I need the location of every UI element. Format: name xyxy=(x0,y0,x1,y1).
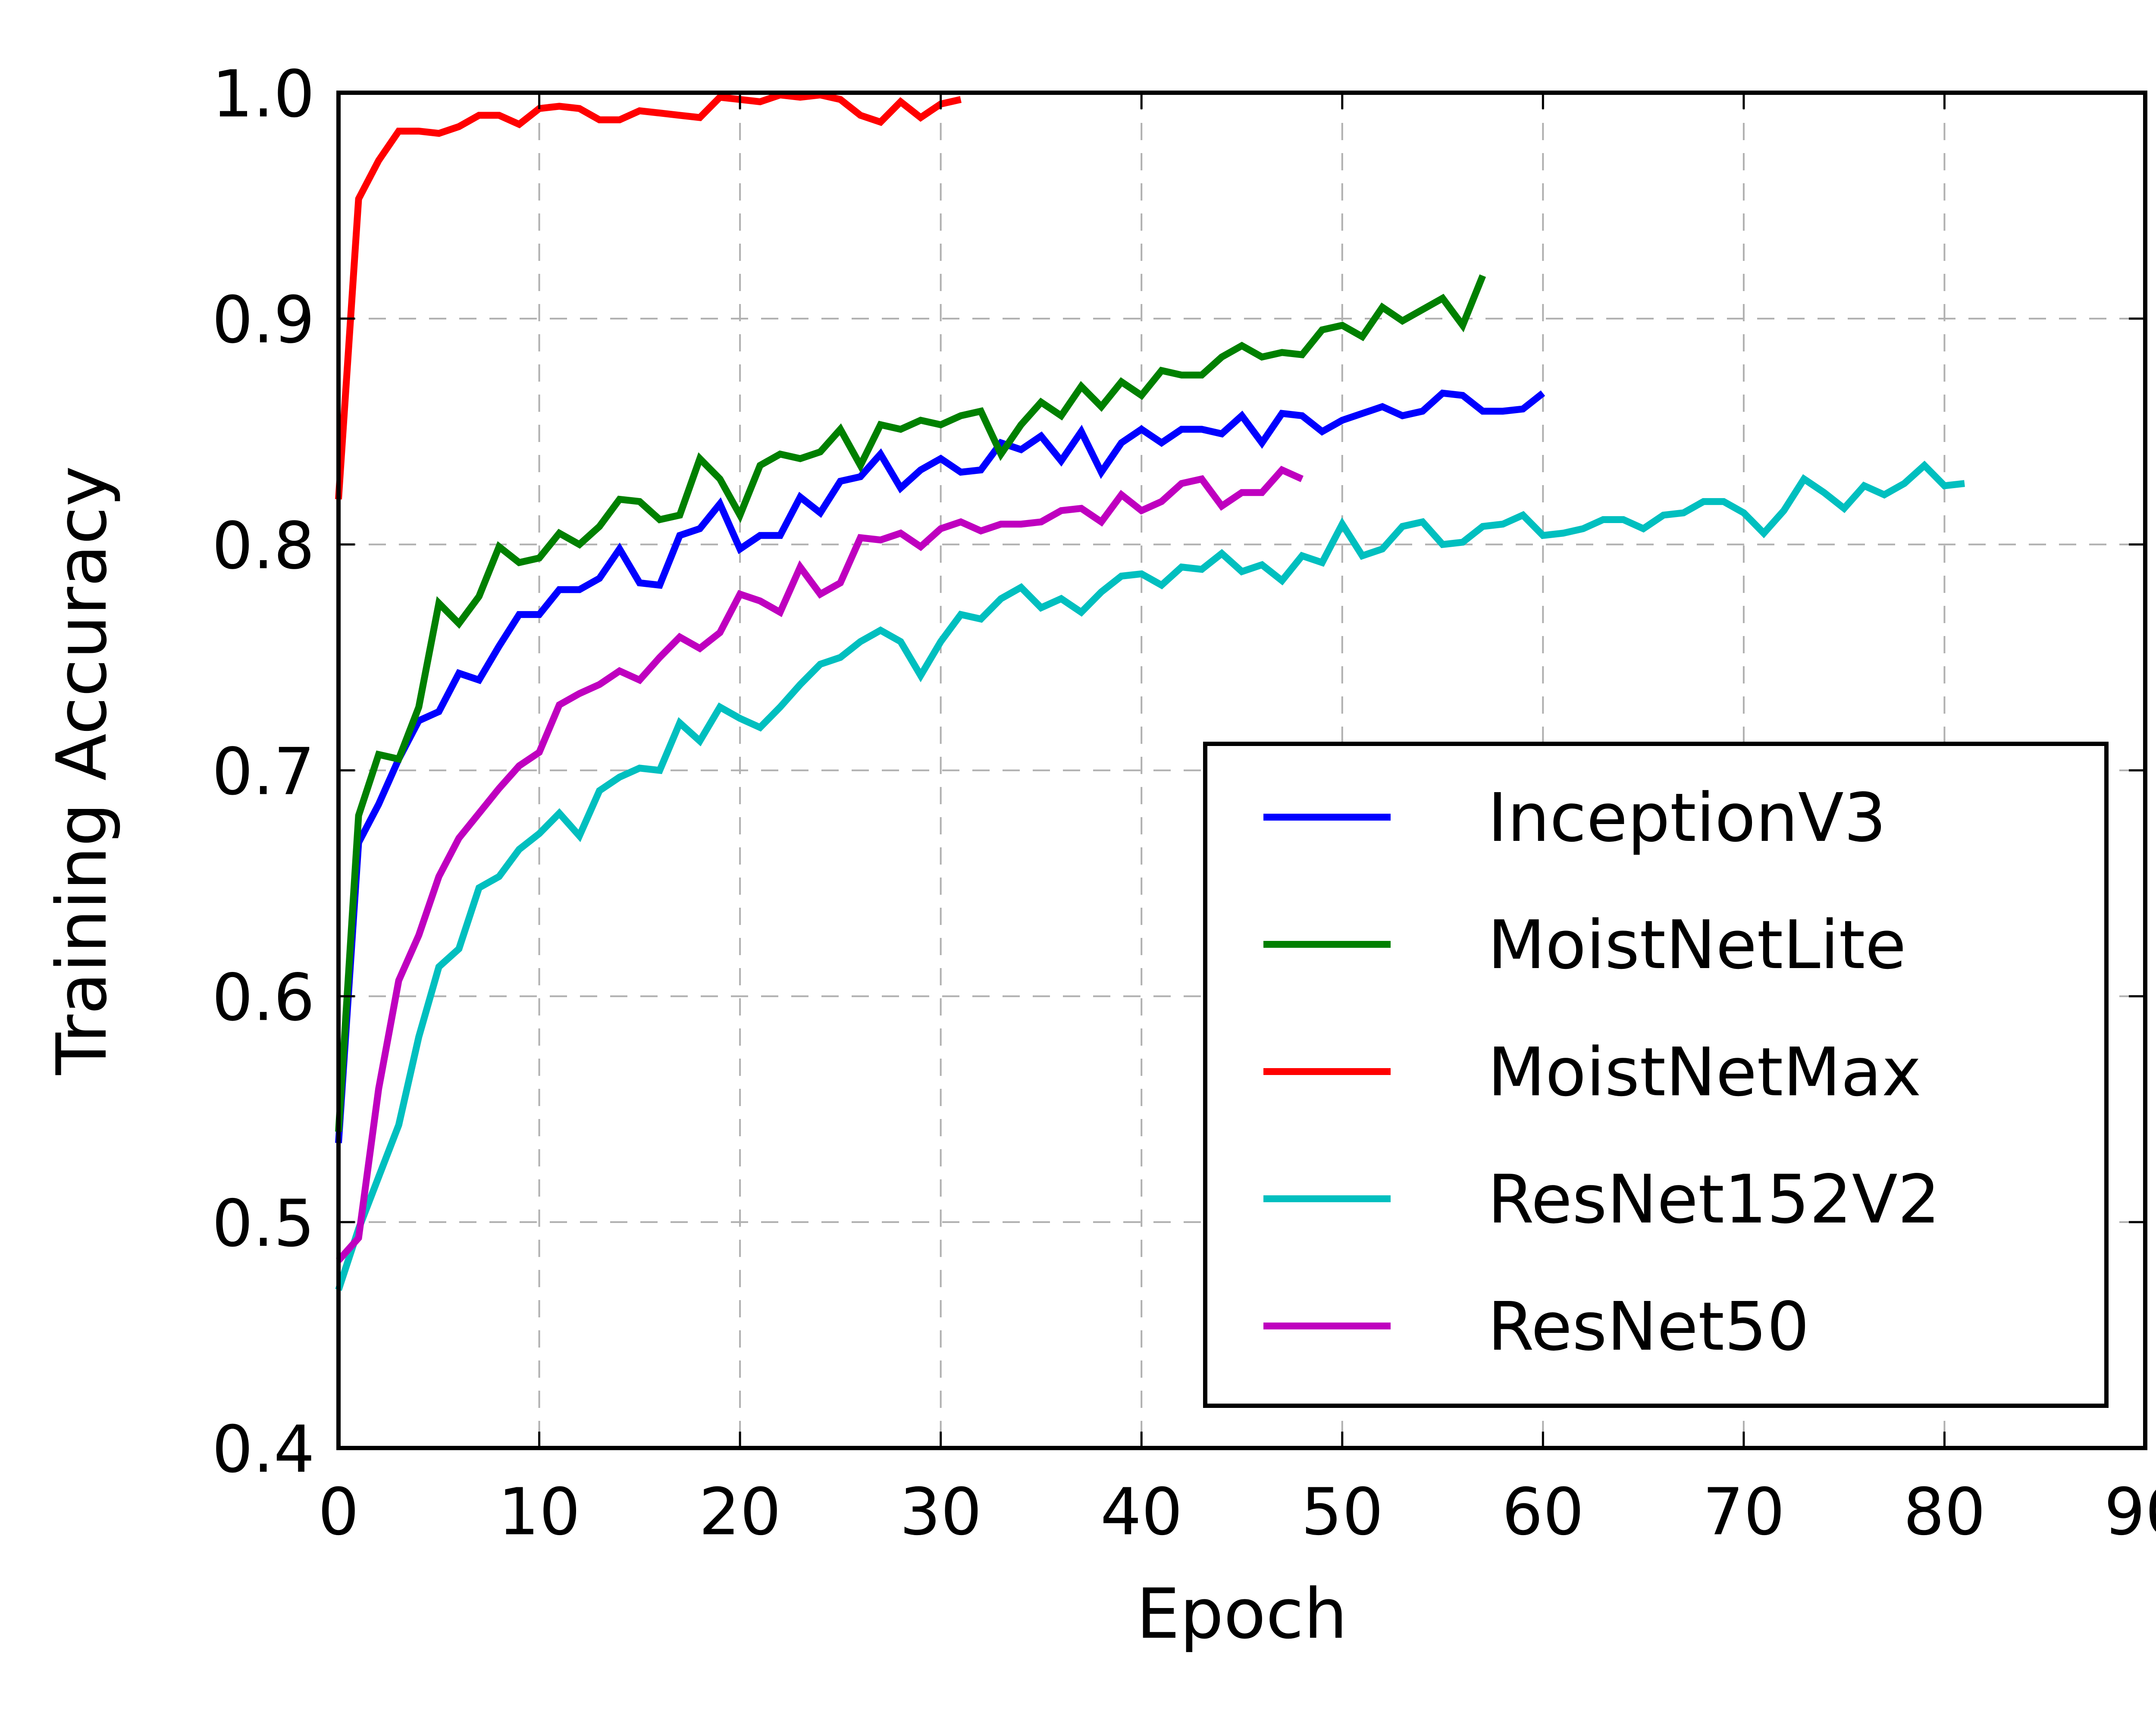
x-tick-label: 80 xyxy=(1903,1475,1986,1550)
x-tick-label: 10 xyxy=(498,1475,580,1550)
legend-label-inceptionv3: InceptionV3 xyxy=(1488,779,1886,857)
axis-ticks: 0 10 20 30 40 50 60 70 80 90 0.4 0.5 0.6 0.7 0.8 0.9 1.0 xyxy=(212,57,2156,1550)
series-line-resnet50 xyxy=(336,466,1304,1263)
series-lines xyxy=(335,91,1965,1291)
x-tick-label: 30 xyxy=(899,1475,982,1550)
y-tick-label: 0.7 xyxy=(212,735,315,810)
x-axis-label: Epoch xyxy=(1136,1573,1348,1654)
y-axis-label: Training Accuracy xyxy=(41,466,122,1075)
series-line-moistnetlite xyxy=(335,274,1486,1132)
legend: InceptionV3 MoistNetLite MoistNetMax ResNet… xyxy=(1203,742,2109,1408)
y-tick-label: 0.4 xyxy=(212,1412,315,1487)
series-line-moistnetmax xyxy=(335,91,962,500)
legend-label-moistnetlite: MoistNetLite xyxy=(1488,906,1906,984)
y-tick-label: 0.5 xyxy=(212,1186,315,1261)
y-tick-label: 0.9 xyxy=(212,283,315,358)
x-tick-label: 70 xyxy=(1702,1475,1785,1550)
x-tick-label: 40 xyxy=(1100,1475,1183,1550)
x-tick-label: 20 xyxy=(699,1475,781,1550)
x-tick-label: 50 xyxy=(1301,1475,1383,1550)
legend-label-resnet152v2: ResNet152V2 xyxy=(1488,1160,1940,1238)
x-tick-label: 90 xyxy=(2104,1475,2156,1550)
y-tick-label: 1.0 xyxy=(212,57,315,132)
x-tick-label: 60 xyxy=(1502,1475,1584,1550)
series-line-resnet152v2 xyxy=(335,461,1965,1291)
legend-label-moistnetmax: MoistNetMax xyxy=(1488,1033,1921,1111)
y-tick-label: 0.6 xyxy=(212,960,315,1035)
legend-label-resnet50: ResNet50 xyxy=(1488,1288,1809,1366)
x-tick-label: 0 xyxy=(318,1475,359,1550)
y-tick-label: 0.8 xyxy=(212,509,315,584)
series-line-inceptionv3 xyxy=(335,389,1545,1144)
